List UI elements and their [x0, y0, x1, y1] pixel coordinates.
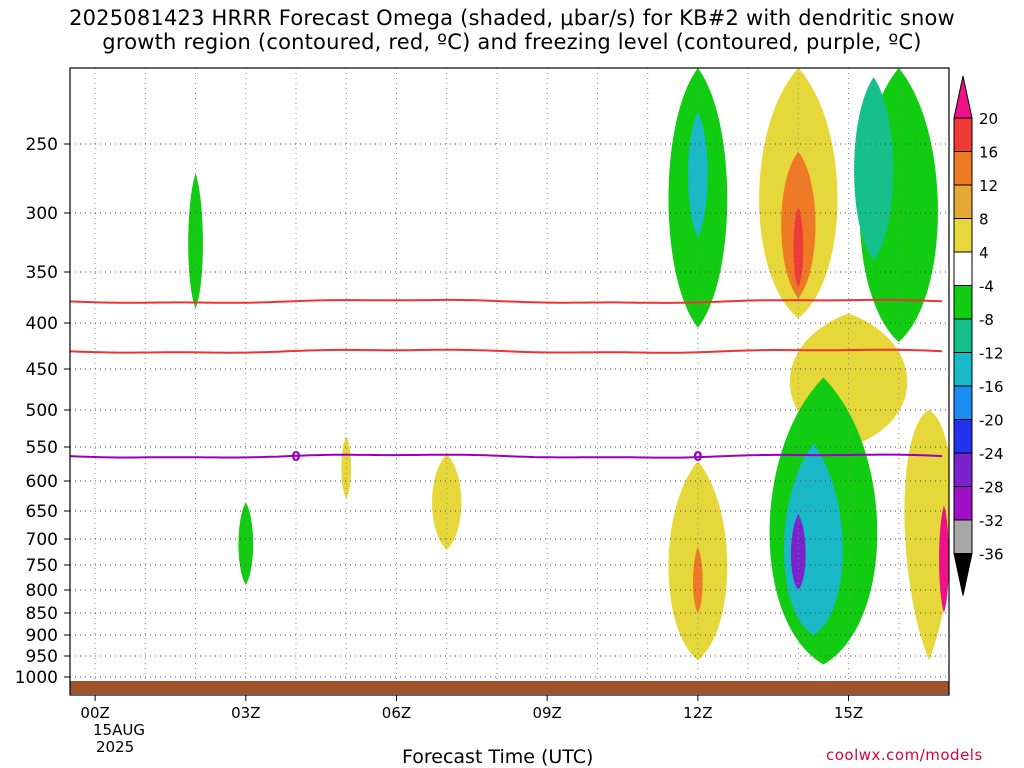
x-tick-label-06Z: 06Z: [382, 704, 411, 722]
colorbar-label-7: -12: [979, 345, 1004, 363]
omega-fills: [188, 68, 949, 665]
y-tick-label-650: 650: [26, 502, 58, 522]
colorbar-bin-9: [953, 385, 973, 420]
chart-title: 2025081423 HRRR Forecast Omega (shaded, …: [0, 6, 1024, 54]
x-tick-label-12Z: 12Z: [683, 704, 712, 722]
ground-bar: [70, 681, 949, 694]
y-tick-label-600: 600: [26, 472, 58, 492]
colorbar-bin-13: [953, 519, 973, 554]
y-tick-label-850: 850: [26, 604, 58, 624]
colorbar-label-13: -36: [979, 546, 1004, 564]
colorbar-bin-6: [953, 285, 973, 320]
omega-region-18: [939, 505, 949, 613]
omega-region-11: [854, 77, 894, 261]
y-tick-label-250: 250: [26, 135, 58, 155]
colorbar-label-8: -16: [979, 378, 1004, 396]
x-tick-label-15Z: 15Z: [834, 704, 863, 722]
colorbar-label-2: 12: [979, 177, 998, 195]
x-axis-title: Forecast Time (UTC): [402, 746, 594, 768]
date-label-day: 15AUG: [93, 721, 145, 739]
y-tick-label-700: 700: [26, 530, 58, 550]
colorbar-label-5: -4: [979, 278, 994, 296]
y-tick-label-1000: 1000: [15, 668, 58, 688]
colorbar-label-4: 4: [979, 244, 989, 262]
dgz-contour-0: [70, 298, 943, 304]
x-tick-label-00Z: 00Z: [80, 704, 109, 722]
colorbar-label-1: 16: [979, 144, 998, 162]
colorbar-bin-7: [953, 318, 973, 353]
colorbar-label-3: 8: [979, 211, 989, 229]
y-tick-label-550: 550: [26, 438, 58, 458]
colorbar-bottom-arrow: [953, 553, 973, 596]
title-line-2: growth region (contoured, red, ºC) and f…: [102, 30, 922, 54]
colorbar-bin-5: [953, 251, 973, 286]
colorbar-bin-11: [953, 452, 973, 487]
dgz-contour-1: [70, 348, 943, 354]
y-tick-label-400: 400: [26, 314, 58, 334]
colorbar-bin-1: [953, 117, 973, 152]
y-tick-label-500: 500: [26, 401, 58, 421]
colorbar: 20 16 12 8 4 -4 -8 -12 -16 -20 -24 -28 -32 -36: [953, 75, 1004, 596]
colorbar-bin-10: [953, 419, 973, 454]
y-tick-label-750: 750: [26, 556, 58, 576]
date-label-year: 2025: [96, 738, 135, 756]
title-line-1: 2025081423 HRRR Forecast Omega (shaded, …: [69, 6, 955, 30]
colorbar-label-10: -24: [979, 445, 1004, 463]
x-tick-label-09Z: 09Z: [532, 704, 561, 722]
colorbar-bin-3: [953, 184, 973, 219]
x-tick-label-03Z: 03Z: [231, 704, 260, 722]
omega-region-0: [188, 173, 203, 309]
colorbar-label-12: -32: [979, 512, 1004, 530]
y-tick-label-950: 950: [26, 647, 58, 667]
omega-region-16: [790, 513, 806, 590]
omega-region-8: [793, 206, 804, 289]
y-tick-label-800: 800: [26, 581, 58, 601]
colorbar-label-6: -8: [979, 311, 994, 329]
plot-frame: [69, 67, 950, 696]
freezing-level-label-1: 0: [693, 450, 702, 465]
credit-text: coolwx.com/models: [826, 746, 983, 764]
colorbar-top-arrow: [953, 75, 973, 119]
freezing-level-label-0: 0: [292, 450, 301, 465]
omega-region-3: [432, 454, 462, 550]
omega-region-13: [692, 546, 703, 613]
colorbar-label-0: 20: [979, 110, 998, 128]
y-tick-label-300: 300: [26, 204, 58, 224]
colorbar-bin-12: [953, 486, 973, 521]
omega-region-17: [904, 410, 949, 661]
omega-region-2: [341, 436, 352, 500]
colorbar-bin-2: [953, 151, 973, 186]
colorbar-bin-8: [953, 352, 973, 387]
x-axis: 00Z 03Z 06Z 09Z 12Z 15Z: [80, 695, 863, 722]
y-tick-label-350: 350: [26, 263, 58, 283]
omega-region-5: [688, 112, 708, 238]
y-tick-label-900: 900: [26, 626, 58, 646]
colorbar-label-11: -28: [979, 479, 1004, 497]
colorbar-bin-4: [953, 218, 973, 253]
freezing-level-line: [70, 453, 943, 459]
y-axis: 2503003504004505005506006507007508008509…: [15, 135, 70, 688]
colorbar-label-9: -20: [979, 412, 1004, 430]
y-tick-label-450: 450: [26, 360, 58, 380]
